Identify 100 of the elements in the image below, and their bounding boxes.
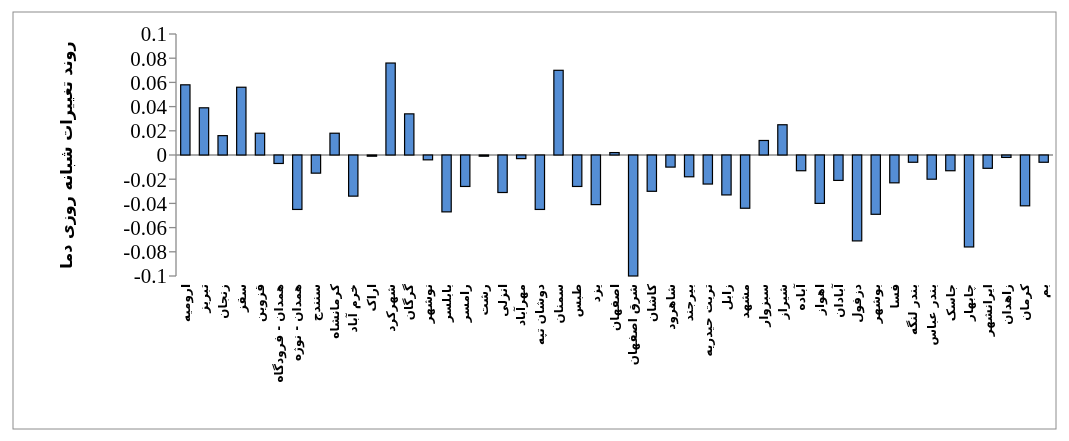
- x-tick-label: سنندج: [309, 284, 324, 322]
- x-tick-label: گرگان: [402, 283, 417, 321]
- y-tick-label: 0.08: [130, 46, 167, 71]
- x-tick-label: بیرجند: [682, 284, 697, 322]
- y-tick-label: 0.04: [130, 94, 168, 119]
- x-tick-label: یزد: [589, 284, 604, 303]
- y-tick-label: 0.02: [130, 119, 167, 144]
- bar: [945, 154, 956, 172]
- bar: [870, 154, 881, 215]
- bar: [273, 154, 284, 165]
- bar: [758, 139, 770, 156]
- bar: [889, 154, 900, 184]
- bar: [515, 154, 527, 160]
- x-tick-label: آبادان: [830, 283, 846, 318]
- bar: [665, 154, 676, 168]
- x-tick-label: دزفول: [850, 284, 866, 323]
- y-tick-label: -0.06: [123, 215, 167, 240]
- x-tick-label: آباده: [793, 283, 809, 311]
- bar: [833, 154, 844, 182]
- x-tick-label: ایرانشهر: [980, 284, 995, 338]
- x-tick-label: مشهد: [738, 284, 753, 319]
- bar: [646, 154, 658, 192]
- bar: [254, 132, 266, 156]
- bar: [236, 86, 247, 156]
- y-tick-label: -0.02: [123, 167, 167, 192]
- y-tick-label: 0.1: [140, 22, 167, 47]
- x-tick-label: شرق اصفهان: [626, 284, 641, 366]
- bar: [385, 62, 396, 156]
- bar: [422, 154, 434, 161]
- x-tick-label: زنجان: [215, 283, 230, 319]
- bar: [702, 154, 714, 185]
- bar: [795, 154, 807, 172]
- bar: [198, 107, 210, 156]
- x-tick-label: سمنان: [551, 284, 566, 324]
- bar: [459, 154, 471, 188]
- bar: [907, 154, 919, 163]
- x-tick-label: رشت: [477, 283, 492, 316]
- bar: [497, 154, 508, 194]
- x-tick-label: شاهرود: [663, 284, 679, 330]
- bar: [180, 84, 191, 156]
- bar: [1019, 154, 1031, 207]
- x-tick-label: تربت حیدریه: [701, 284, 715, 357]
- y-tick-label: 0: [156, 143, 167, 168]
- bar: [292, 154, 303, 211]
- bar: [683, 154, 695, 178]
- bar: [851, 154, 863, 242]
- x-tick-label: شهرکرد: [383, 284, 398, 332]
- x-tick-label: اصفهان: [607, 284, 622, 332]
- y-axis-title: روند تغییرات شبانه روزی دما: [57, 41, 76, 269]
- x-tick-label: مهرآباد: [513, 284, 529, 327]
- x-tick-label: بم: [1036, 284, 1051, 298]
- bar: [1038, 154, 1049, 163]
- x-tick-label: ارومیه: [178, 284, 194, 323]
- y-tick-label: 0.06: [130, 70, 167, 95]
- bar: [348, 154, 359, 197]
- x-tick-label: فسا: [887, 284, 902, 309]
- bar: [814, 154, 826, 204]
- y-tick-label: -0.1: [133, 264, 167, 289]
- x-tick-label: نوشهر: [421, 284, 437, 325]
- bar: [329, 132, 340, 156]
- bar: [739, 154, 751, 209]
- x-tick-label: همدان - نوژه: [290, 284, 306, 362]
- bar: [1001, 154, 1012, 159]
- x-tick-label: خرم آباد: [345, 284, 362, 333]
- bar: [926, 154, 937, 180]
- x-tick-label: بندر لنگه: [906, 284, 921, 336]
- bar: [310, 154, 322, 174]
- bar: [721, 154, 732, 196]
- x-tick-label: اراک: [365, 284, 380, 312]
- x-tick-label: کرمان: [1018, 283, 1033, 321]
- x-tick-label: کاشان: [645, 283, 660, 323]
- x-tick-label: زابل: [719, 283, 734, 311]
- x-tick-label: بابلسر: [439, 284, 454, 324]
- x-tick-label: کرمانشاه: [327, 283, 342, 339]
- bar: [403, 113, 415, 156]
- x-tick-label: بوشهر: [868, 284, 884, 325]
- bar: [571, 154, 583, 188]
- x-tick-label: شیراز: [775, 284, 790, 321]
- x-tick-label: دوشان تپه: [533, 284, 549, 346]
- x-tick-label: رامسر: [458, 283, 473, 324]
- x-tick-label: طبس: [570, 284, 585, 318]
- bar: [609, 151, 620, 156]
- y-tick-label: -0.04: [123, 191, 168, 216]
- x-tick-label: جاسک: [943, 284, 958, 322]
- x-tick-label: سقز: [234, 284, 249, 313]
- bar: [441, 154, 452, 213]
- x-tick-label: انزلی: [495, 284, 510, 317]
- x-tick-label: قزوین: [253, 284, 269, 323]
- bar: [553, 69, 564, 156]
- x-tick-label: سبزوار: [756, 284, 772, 328]
- x-tick-label: زاهدان: [999, 283, 1014, 325]
- bar: [217, 135, 228, 156]
- bar: [982, 154, 993, 169]
- bar: [627, 154, 639, 277]
- x-tick-label: چابهار: [962, 284, 977, 322]
- bar: [963, 154, 975, 248]
- x-tick-label: همدان - فرودگاه: [271, 284, 287, 383]
- bar: [777, 124, 788, 156]
- y-tick-label: -0.08: [123, 240, 167, 265]
- bar: [534, 154, 546, 211]
